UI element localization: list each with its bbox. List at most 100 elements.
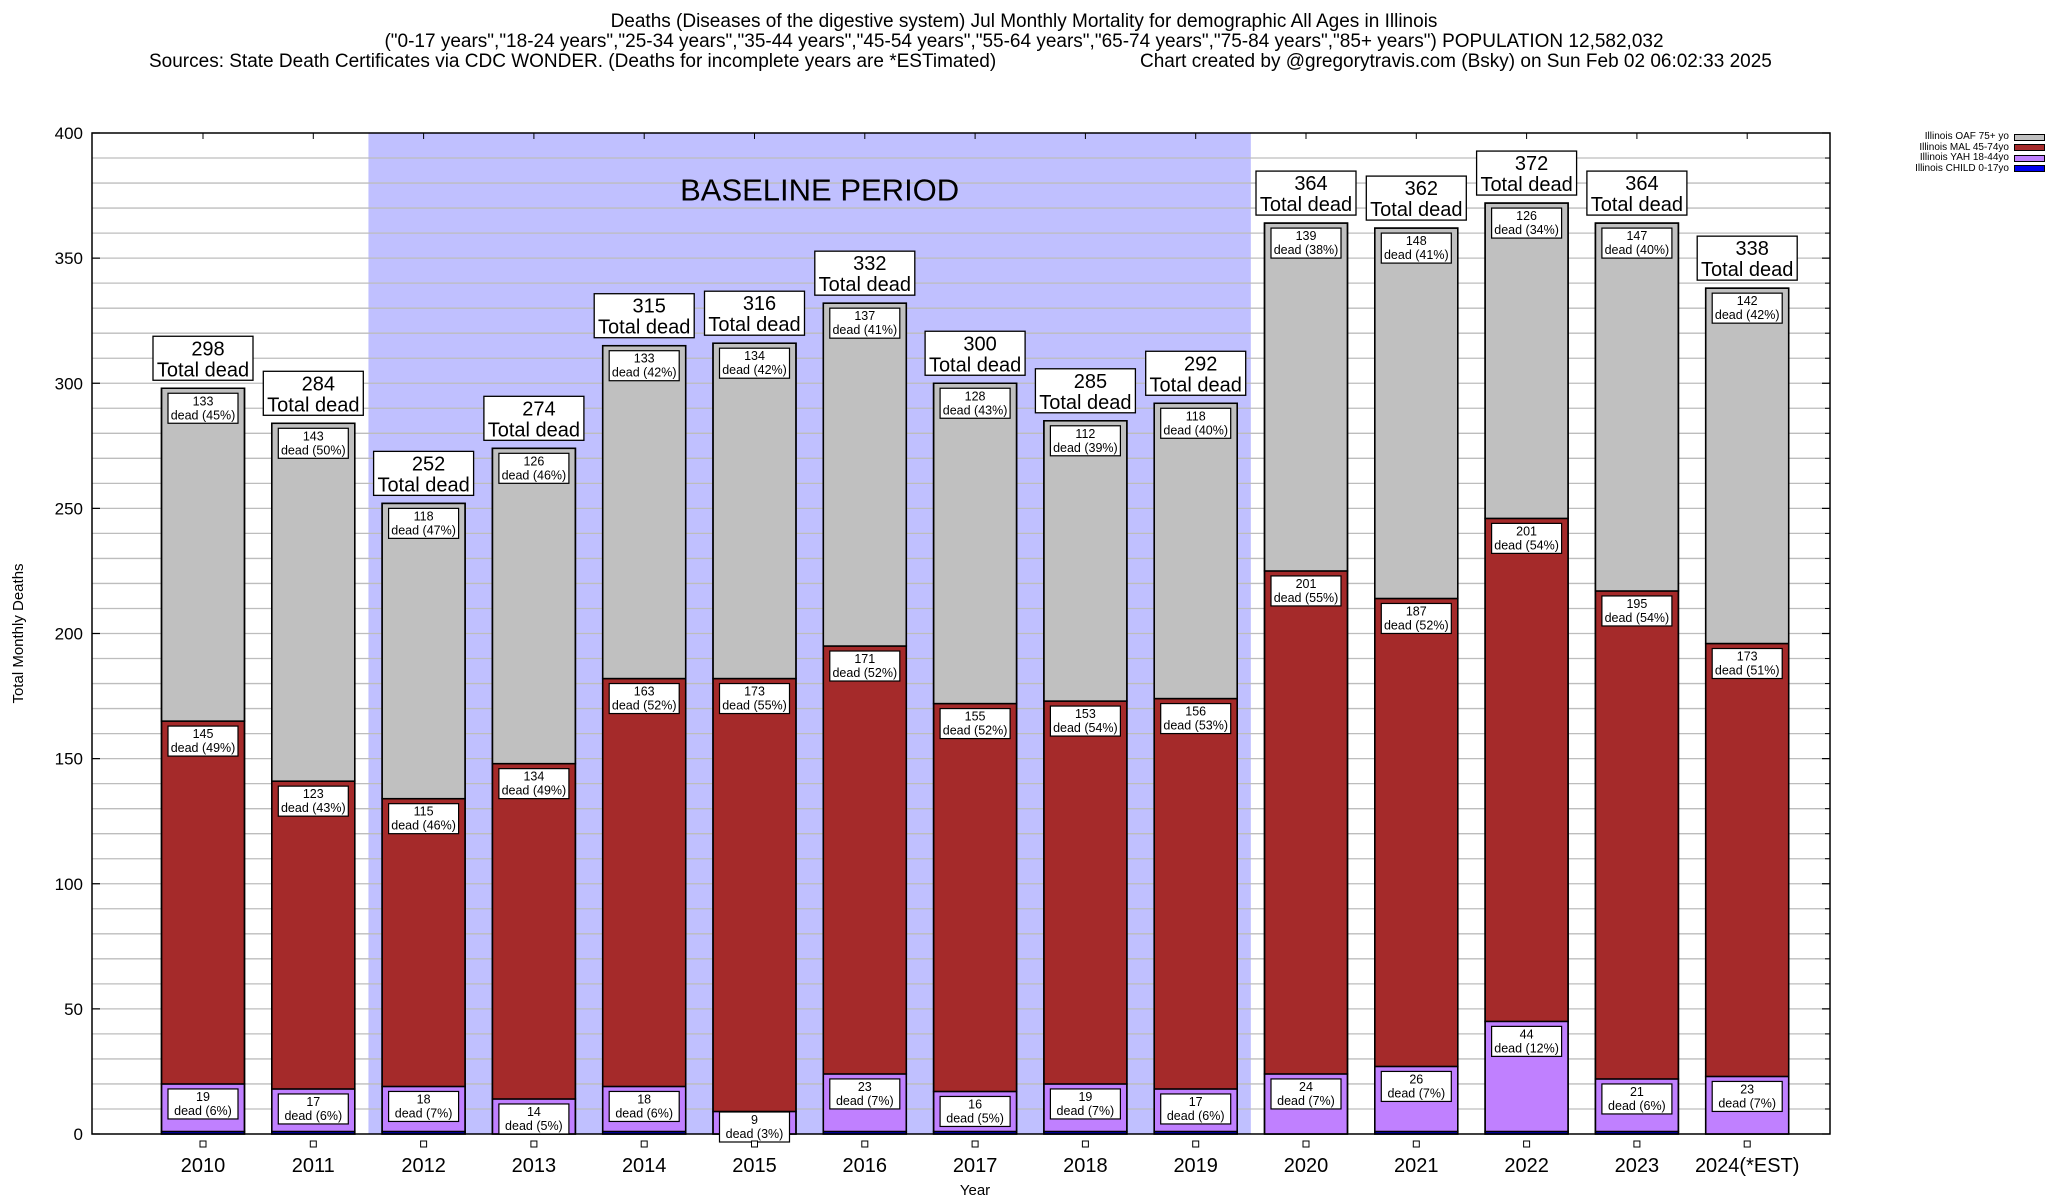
segment-label-box (1160, 702, 1232, 735)
bar-segment-illinois-oaf-75-yo (1153, 402, 1238, 700)
bar-segment-illinois-oaf-75-yo (160, 387, 246, 722)
segment-label-box (718, 347, 791, 379)
segment-label-box (1160, 1093, 1232, 1125)
total-label-count: 338 (1736, 238, 1769, 260)
segment-label-count: 195 (1626, 597, 1647, 611)
bar-outline (381, 502, 466, 1135)
bar-outline (1153, 402, 1238, 1135)
segment-label-count: 153 (1075, 707, 1096, 721)
total-label-text: Total dead (1480, 174, 1572, 196)
x-point-marker (530, 1140, 538, 1148)
segment-label-count: 139 (1296, 229, 1317, 243)
x-tick-label: 2015 (732, 1155, 777, 1177)
legend: Illinois OAF 75+ yo Illinois MAL 45-74yo I… (1880, 131, 2045, 174)
total-label-text: Total dead (1260, 194, 1352, 216)
segment-label-count: 17 (1189, 1095, 1203, 1109)
segment-label-count: 171 (854, 652, 875, 666)
bar-segment-illinois-mal-45-74yo (601, 677, 687, 1088)
bar-segment-illinois-oaf-75-yo (1704, 287, 1790, 645)
total-label-count: 285 (1074, 371, 1107, 393)
segment-label-count: 14 (527, 1105, 541, 1119)
segment-label-box (498, 768, 570, 800)
segment-label-count: 142 (1737, 294, 1758, 308)
legend-label: Illinois MAL 45-74yo (1919, 141, 2009, 153)
y-tick-label: 350 (55, 249, 83, 268)
bar-2024(*EST) (1696, 235, 1798, 1135)
bar-segment-illinois-oaf-75-yo (1594, 222, 1680, 592)
total-label-box (1365, 175, 1467, 221)
x-tick-label: 2021 (1394, 1155, 1439, 1177)
segment-label-box (829, 1078, 901, 1110)
segment-label-pct: dead (49%) (502, 784, 567, 798)
segment-label-box (1270, 1078, 1342, 1110)
sources-text: Sources: State Death Certificates via CD… (149, 51, 997, 72)
total-label-text: Total dead (1039, 392, 1131, 414)
total-label-box (1034, 368, 1137, 414)
total-label-text: Total dead (267, 394, 359, 416)
bar-outline (822, 302, 908, 1135)
segment-label-pct: dead (50%) (281, 443, 346, 457)
segment-label-pct: dead (3%) (726, 1127, 784, 1141)
bar-segment-illinois-mal-45-74yo (1263, 570, 1349, 1075)
segment-label-pct: dead (41%) (1384, 248, 1449, 262)
segment-label-box (1601, 1083, 1673, 1115)
x-point-marker (1743, 1140, 1751, 1148)
segment-label-count: 17 (306, 1095, 320, 1109)
segment-label-pct: dead (49%) (171, 741, 236, 755)
x-tick-label: 2010 (181, 1155, 226, 1177)
segment-label-pct: dead (6%) (284, 1109, 342, 1123)
segment-label-pct: dead (55%) (1274, 591, 1339, 605)
segment-label-box (277, 785, 349, 817)
segment-label-count: 26 (1409, 1072, 1423, 1086)
segment-label-count: 173 (744, 685, 765, 699)
segment-label-pct: dead (6%) (615, 1106, 673, 1120)
total-label-text: Total dead (929, 354, 1021, 376)
bar-segment-illinois-mal-45-74yo (1374, 597, 1459, 1068)
total-label-box (814, 250, 916, 296)
segment-label-pct: dead (12%) (1494, 1041, 1559, 1055)
segment-label-box (167, 725, 239, 757)
legend-swatch (2014, 133, 2045, 141)
segment-label-box (1711, 1080, 1783, 1113)
segment-label-box (1049, 425, 1122, 457)
segment-label-pct: dead (43%) (281, 801, 346, 815)
segment-label-box (1380, 602, 1452, 635)
total-label-box (1586, 170, 1688, 216)
segment-label-box (167, 1088, 239, 1120)
legend-swatch (2014, 165, 2045, 173)
total-label-count: 252 (412, 453, 445, 475)
total-label-box (483, 395, 585, 441)
segment-label-pct: dead (39%) (1053, 441, 1118, 455)
chart-title: Deaths (Diseases of the digestive system… (610, 11, 1438, 32)
y-tick-label: 0 (74, 1125, 83, 1144)
segment-label-pct: dead (5%) (946, 1111, 1004, 1125)
bar-2020 (1255, 170, 1357, 1135)
segment-label-box (1711, 647, 1783, 680)
bar-segment-illinois-mal-45-74yo (1043, 700, 1128, 1085)
segment-label-pct: dead (7%) (1277, 1094, 1335, 1108)
segment-label-box (939, 387, 1011, 419)
segment-label-box (939, 1095, 1011, 1128)
x-tick-label: 2011 (292, 1155, 335, 1177)
segment-label-pct: dead (43%) (943, 403, 1008, 417)
segment-label-count: 16 (968, 1097, 982, 1111)
segment-label-count: 201 (1296, 577, 1317, 591)
x-point-marker (751, 1140, 758, 1148)
total-label-count: 332 (853, 253, 886, 275)
total-label-box (593, 293, 695, 339)
total-label-text: Total dead (1701, 259, 1793, 281)
y-tick-label: 250 (55, 499, 83, 518)
bar-2013 (483, 395, 585, 1135)
x-point-marker (861, 1140, 869, 1148)
y-tick-label: 150 (55, 750, 83, 769)
bar-segment-illinois-mal-45-74yo (712, 677, 797, 1113)
segment-label-pct: dead (52%) (1384, 618, 1449, 632)
bar-segment-illinois-mal-45-74yo (271, 780, 356, 1090)
segment-label-pct: dead (40%) (1163, 423, 1228, 437)
segment-label-count: 156 (1185, 705, 1206, 719)
total-label-count: 364 (1294, 173, 1327, 195)
bar-segment-illinois-mal-45-74yo (160, 720, 246, 1085)
bar-segment-illinois-mal-45-74yo (381, 797, 466, 1088)
bar-outline (1594, 222, 1680, 1135)
segment-label-count: 112 (1075, 427, 1095, 441)
